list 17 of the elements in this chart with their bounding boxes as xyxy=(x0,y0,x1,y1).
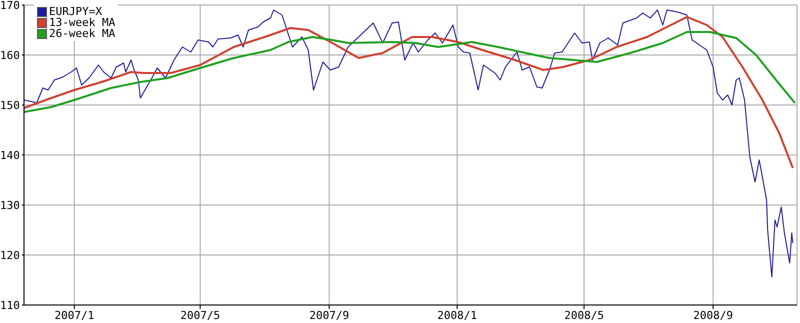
y-tick-label: 130 xyxy=(0,198,20,212)
y-tick-label: 140 xyxy=(0,148,20,162)
x-tick-label: 2008/5 xyxy=(564,308,604,322)
legend-label: 13-week MA xyxy=(49,16,116,29)
x-tick-label: 2008/9 xyxy=(693,308,733,322)
line-series xyxy=(24,16,794,169)
x-tick-label: 2007/9 xyxy=(309,308,350,322)
y-tick-label: 150 xyxy=(0,98,20,112)
x-tick-label: 2008/1 xyxy=(437,308,478,322)
legend-label: 26-week MA xyxy=(49,27,116,40)
legend-label: EURJPY=X xyxy=(49,5,102,18)
y-tick-label: 110 xyxy=(0,298,20,312)
y-tick-label: 170 xyxy=(0,0,20,12)
y-tick-label: 120 xyxy=(0,248,20,262)
x-tick-label: 2007/5 xyxy=(180,308,220,322)
x-tick-label: 2007/1 xyxy=(54,308,94,322)
y-tick-label: 160 xyxy=(0,48,20,62)
